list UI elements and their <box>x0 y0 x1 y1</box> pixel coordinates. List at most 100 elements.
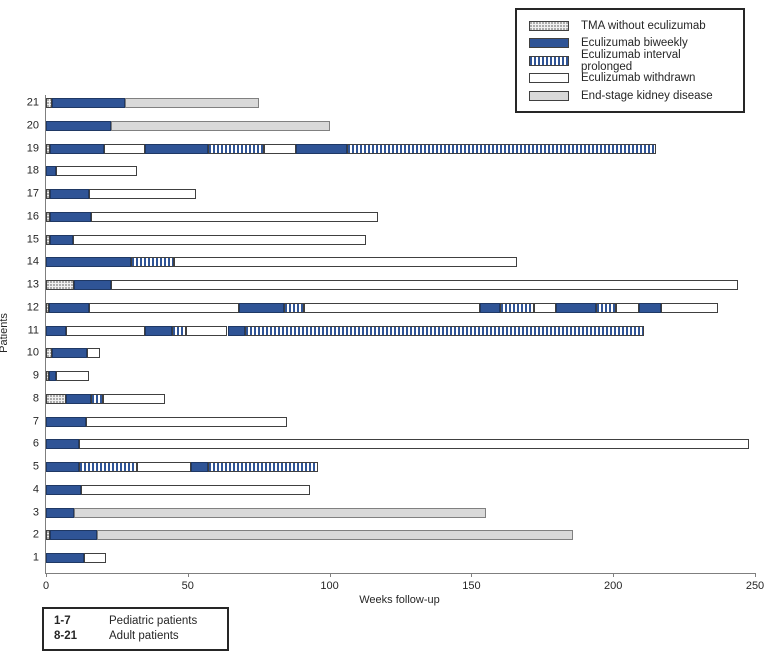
bar-segment-tma <box>46 143 51 154</box>
plot-area: 21 20 19 18 17 16 15 14 13 12 11 10 9 8 7 6 5 4 3 2 1 0 50 100 1… <box>27 95 764 592</box>
x-tick <box>329 573 331 577</box>
y-tick-label-4: 4 <box>32 483 39 496</box>
y-tick-label-2: 2 <box>32 528 39 541</box>
bar-segment-withdrawn <box>78 439 750 450</box>
bar-segment-biweekly <box>48 302 89 313</box>
x-tick <box>46 573 47 577</box>
x-tick <box>187 573 189 577</box>
y-tick-label-10: 10 <box>26 346 39 359</box>
footnote-label: Adult patients <box>109 630 179 642</box>
bar-segment-biweekly <box>65 393 92 404</box>
bar-segment-eskd <box>74 507 486 518</box>
bar-segment-biweekly <box>556 302 597 313</box>
patient-bar-5 <box>46 462 755 472</box>
bar-segment-withdrawn <box>91 211 378 222</box>
patient-bar-18 <box>46 166 755 177</box>
bar-segment-prolonged <box>207 462 319 472</box>
bar-segment-biweekly <box>48 371 56 381</box>
y-tick-label-9: 9 <box>32 369 39 382</box>
bar-segment-tma <box>46 211 51 222</box>
legend-item-prolonged: Eculizumab interval prolonged <box>529 49 735 73</box>
bar-segment-biweekly <box>50 143 105 154</box>
y-tick-label-11: 11 <box>27 324 39 336</box>
patient-bar-7 <box>46 416 755 427</box>
patient-bar-1 <box>46 553 755 563</box>
bar-segment-withdrawn <box>264 143 296 154</box>
x-tick-label-100: 100 <box>320 580 339 592</box>
bar-segment-withdrawn <box>81 484 310 495</box>
legend: TMA without eculizumab Eculizumab biweekl… <box>515 8 745 113</box>
legend-item-withdrawn: Eculizumab withdrawn <box>529 70 735 88</box>
y-tick-label-20: 20 <box>26 119 39 132</box>
y-tick-label-8: 8 <box>32 392 39 405</box>
x-tick-label-250: 250 <box>745 580 765 592</box>
patient-bar-4 <box>46 484 755 495</box>
x-tick <box>613 573 615 577</box>
bar-segment-biweekly <box>46 416 86 427</box>
bar-segment-prolonged <box>244 325 645 336</box>
bar-segment-withdrawn <box>533 302 557 313</box>
bar-segment-biweekly <box>46 462 79 472</box>
bar-segment-biweekly <box>46 325 66 336</box>
bar-segment-eskd <box>111 120 330 131</box>
y-tick-label-17: 17 <box>26 187 39 200</box>
bar-segment-withdrawn <box>87 348 100 359</box>
patient-bar-9 <box>46 371 755 381</box>
bar-segment-withdrawn <box>88 302 239 313</box>
bar-segment-biweekly <box>46 553 85 563</box>
bar-segment-withdrawn <box>616 302 639 313</box>
bar-segment-prolonged <box>284 302 305 313</box>
patient-bar-12 <box>46 302 755 313</box>
y-tick-label-15: 15 <box>26 233 39 245</box>
legend-item-eskd: End-stage kidney disease <box>529 87 735 105</box>
footnote-range: 8-21 <box>54 630 78 642</box>
patient-bar-6 <box>46 439 755 450</box>
bar-segment-tma <box>46 98 52 108</box>
bar-segment-biweekly <box>51 98 126 108</box>
y-tick-label-5: 5 <box>32 460 39 473</box>
bar-segment-biweekly <box>145 143 208 154</box>
bar-segment-tma <box>46 189 51 199</box>
legend-swatch-biweekly <box>529 38 569 49</box>
bar-segment-tma <box>46 302 49 313</box>
legend-item-tma: TMA without eculizumab <box>529 17 735 35</box>
legend-items: TMA without eculizumab Eculizumab biweekl… <box>529 17 735 105</box>
y-tick-label-13: 13 <box>26 278 39 291</box>
legend-swatch-eskd <box>529 90 569 101</box>
footnote-label: Pediatric patients <box>109 615 198 627</box>
y-axis-title: Patients <box>0 313 10 353</box>
footnote-row: 8-21 Adult patients <box>54 629 219 644</box>
patient-bar-19 <box>46 143 755 154</box>
x-tick-label-50: 50 <box>181 580 194 592</box>
patient-bar-16 <box>46 211 755 222</box>
x-tick-label-0: 0 <box>42 580 50 592</box>
footnote-box: 1-7 Pediatric patients 8-21 Adult patien… <box>42 607 229 651</box>
bar-segment-prolonged <box>346 143 656 154</box>
y-tick-label-16: 16 <box>26 210 39 223</box>
bar-segment-prolonged <box>207 143 265 154</box>
bar-segment-withdrawn <box>85 416 288 427</box>
legend-label: TMA without eculizumab <box>581 19 706 32</box>
footnote-row: 1-7 Pediatric patients <box>54 614 219 629</box>
bar-segment-biweekly <box>51 348 88 359</box>
bar-segment-withdrawn <box>65 325 146 336</box>
bar-segment-withdrawn <box>661 302 719 313</box>
bar-segment-withdrawn <box>186 325 228 336</box>
legend-swatch-tma <box>529 20 569 31</box>
bar-segment-withdrawn <box>55 371 89 381</box>
bar-segment-prolonged <box>131 257 174 268</box>
bar-segment-biweekly <box>190 462 208 472</box>
bar-segment-tma <box>46 393 66 404</box>
bar-segment-biweekly <box>50 189 89 199</box>
bar-segment-biweekly <box>295 143 347 154</box>
bar-segment-eskd <box>125 98 259 108</box>
legend-label: Eculizumab biweekly <box>581 37 688 50</box>
bar-segment-biweekly <box>46 439 79 450</box>
patient-bar-21 <box>46 98 755 108</box>
bar-segment-tma <box>46 371 49 381</box>
y-tick-label-3: 3 <box>32 506 39 518</box>
patient-bar-11 <box>46 325 755 336</box>
bar-segment-biweekly <box>46 484 82 495</box>
patient-bar-10 <box>46 348 755 359</box>
